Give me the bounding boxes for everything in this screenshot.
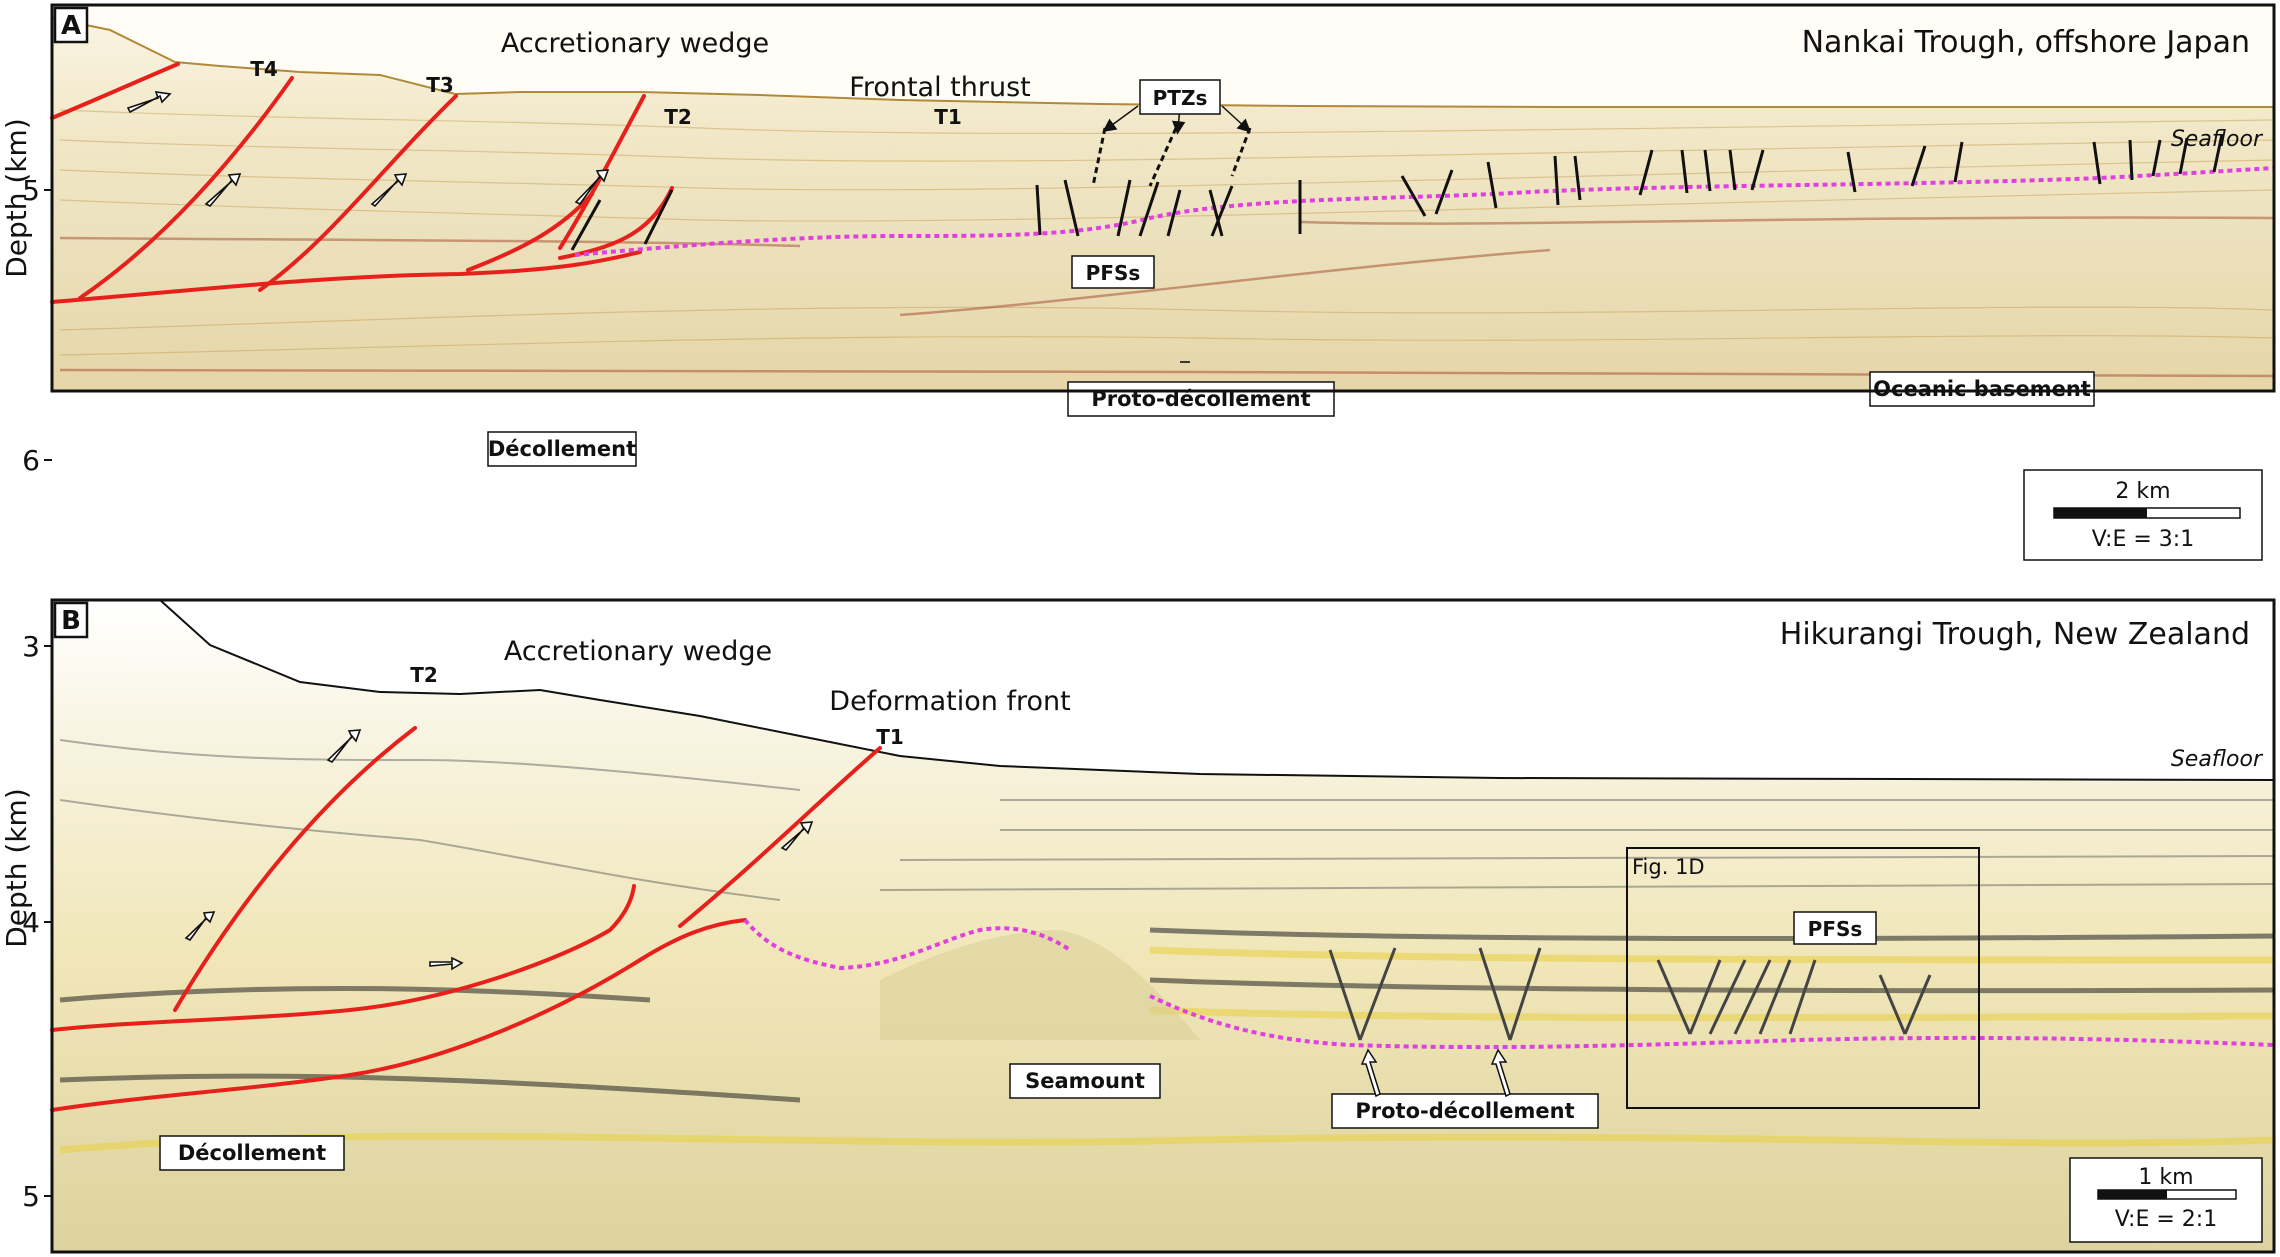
panel-a-thrusts [50, 62, 674, 304]
panel-b-scale-bar-fill [2098, 1190, 2167, 1199]
panel-a-pfs-faults [1035, 133, 2224, 237]
panel-b-seamount-label-box: Seamount [1009, 1063, 1161, 1099]
panel-a-scale-box: 2 km V:E = 3:1 [2023, 469, 2263, 561]
panel-b-reflectors [59, 739, 2275, 901]
panel-a-ve-label: V:E = 3:1 [2092, 527, 2194, 552]
panel-b-ve-label: V:E = 2:1 [2115, 1207, 2217, 1232]
panel-b-decollement-label: Décollement [178, 1141, 326, 1165]
panel-a-basement-label-box: Oceanic basement [1869, 371, 2095, 407]
panel-b-water-column [52, 600, 2274, 780]
panel-a-scale-bar-fill [2054, 508, 2147, 518]
panel-b-pfs-label-box: PFSs [1793, 911, 1877, 945]
panel-b-slip-arrows [184, 729, 814, 971]
panel-b-front-label: Deformation front [829, 686, 1070, 717]
panel-a-ptz-zones [1091, 127, 1252, 187]
panel-b-letter-box: B [53, 601, 89, 639]
thrust-t3 [78, 76, 294, 300]
decollement-a [50, 250, 642, 304]
thrust-b-t2 [173, 726, 417, 1012]
thrust-label-t2: T2 [664, 105, 692, 129]
panel-a-wedge-label: Accretionary wedge [501, 28, 769, 59]
panel-b-seamount-shape [880, 930, 1200, 1040]
panel-b: B Hikurangi Trough, New Zealand Accretio… [50, 598, 2276, 1254]
panel-b-axis-title: Depth (km) [0, 788, 33, 948]
panel-b-frame [50, 598, 2276, 1254]
panel-b-scale-box: 1 km V:E = 2:1 [2069, 1157, 2263, 1243]
panel-a-pfs-label: PFSs [1086, 261, 1141, 285]
panel-a-seafloor-line [51, 17, 2274, 108]
panel-b-scale-label: 1 km [2138, 1165, 2193, 1190]
panel-a-decollement-label-box: Décollement [487, 431, 637, 467]
panel-a-reflectors [59, 109, 2275, 356]
thrust-label-t3: T3 [426, 73, 454, 97]
panel-a-decollement-label: Décollement [488, 437, 636, 461]
panel-a-pfs-label-box: PFSs [1071, 255, 1155, 289]
panel-a-basement-label: Oceanic basement [1873, 377, 2091, 401]
panel-a-title: Nankai Trough, offshore Japan [1802, 25, 2250, 60]
panel-b-tick-4: 4 [22, 906, 40, 939]
panel-a-proto-decollement-line [574, 166, 2275, 257]
panel-a-seafloor-label: Seafloor [2171, 127, 2264, 152]
panel-a-frame [50, 3, 2276, 393]
panel-b-wedge-label: Accretionary wedge [504, 636, 772, 667]
panel-b-letter: B [61, 606, 81, 636]
panel-a-black-faults-thrust [570, 189, 674, 251]
panel-a-tick-6: 6 [22, 444, 40, 477]
panel-b-tick-5: 5 [22, 1180, 40, 1213]
panel-b-proto-pointers [1360, 1048, 1511, 1098]
panel-a-axis-title: Depth (km) [0, 118, 33, 278]
panel-a-letter: A [61, 11, 81, 41]
panel-a-water-column [52, 5, 2274, 107]
panel-b-proto-decollement-line [743, 918, 2275, 1050]
thrust-label-b-t2: T2 [410, 663, 438, 687]
panel-b-fig-box-label: Fig. 1D [1632, 855, 1705, 879]
panel-a-front-label: Frontal thrust [849, 72, 1031, 103]
thrust-label-t1: T1 [934, 105, 962, 129]
panel-a-ptz-label-box: PTZs [1139, 79, 1221, 115]
panel-b-proto-label: Proto-décollement [1355, 1099, 1574, 1123]
thrust-label-t4: T4 [250, 57, 278, 81]
panel-b-tick-3: 3 [22, 630, 40, 663]
thrust-b-t1 [678, 746, 882, 928]
decollement-b [50, 918, 747, 1112]
panel-a-proto-label-box: Proto-décollement [1067, 381, 1335, 417]
panel-a-letter-box: A [53, 6, 89, 44]
panel-b-fig-box: Fig. 1D [1626, 847, 1980, 1109]
thrust-t4 [50, 62, 180, 120]
panel-a-slip-arrows [126, 91, 1190, 363]
panel-a-axis: Depth (km) 5 6 [0, 118, 52, 477]
panel-a: A Nankai Trough, offshore Japan Accretio… [50, 3, 2276, 561]
panel-a-ptz-label: PTZs [1153, 86, 1208, 110]
panel-b-proto-label-box: Proto-décollement [1331, 1093, 1599, 1129]
panel-a-tick-5: 5 [22, 174, 40, 207]
panel-a-scale-label: 2 km [2115, 479, 2170, 504]
panel-b-seafloor-label: Seafloor [2171, 747, 2264, 772]
panel-b-decollement-label-box: Décollement [159, 1135, 345, 1171]
panel-b-pfs-faults [1328, 947, 1932, 1041]
panel-b-title: Hikurangi Trough, New Zealand [1780, 617, 2250, 652]
thrust-t2 [258, 94, 458, 292]
thrust-label-b-t1: T1 [876, 725, 904, 749]
panel-b-pfs-label: PFSs [1808, 917, 1863, 941]
panel-b-thrusts [50, 726, 882, 1112]
panel-b-axis: Depth (km) 3 4 5 [0, 630, 52, 1213]
thrust-t1-splay [466, 192, 594, 272]
panel-b-seamount-label: Seamount [1025, 1069, 1145, 1093]
panel-b-seafloor-line [159, 599, 2275, 781]
thrust-b-upper [50, 884, 636, 1032]
